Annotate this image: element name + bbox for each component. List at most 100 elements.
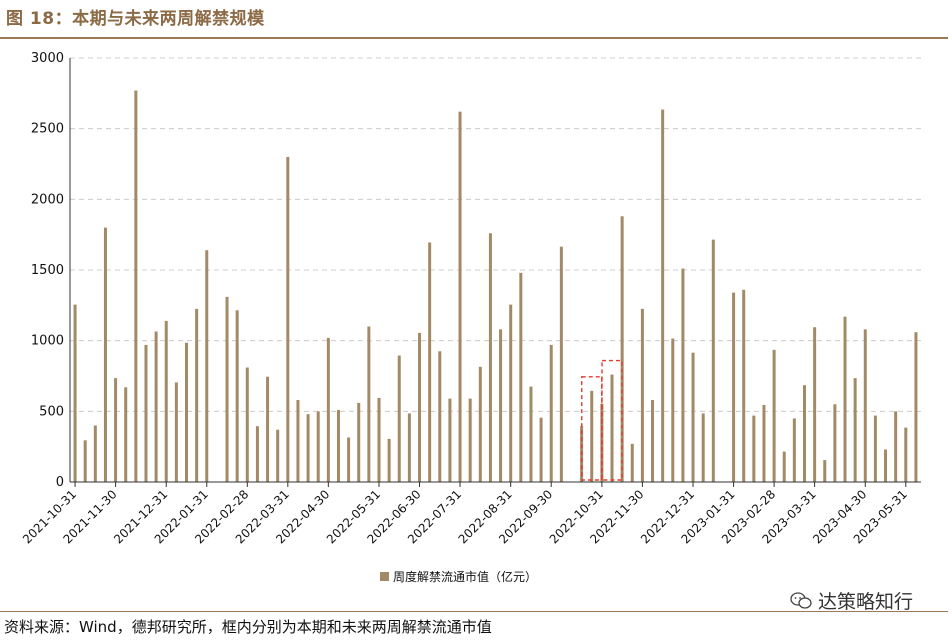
bar — [762, 404, 766, 482]
bar — [620, 216, 624, 482]
bar — [93, 425, 97, 482]
bar — [347, 437, 351, 482]
bar — [853, 378, 857, 482]
bar — [894, 411, 898, 482]
bar — [884, 449, 888, 482]
bar — [397, 355, 401, 482]
bar — [418, 332, 422, 482]
highlight-box — [601, 359, 623, 481]
bar — [904, 427, 908, 482]
bar — [154, 331, 158, 482]
bar — [316, 411, 320, 482]
bar — [863, 329, 867, 482]
bar — [336, 409, 340, 482]
bar — [488, 233, 492, 482]
bar — [752, 415, 756, 482]
bar — [813, 327, 817, 482]
y-tick-label: 1500 — [31, 263, 64, 278]
bar — [428, 242, 432, 482]
bar — [367, 326, 371, 482]
bar-chart: 0 500 1000 1500 2000 2500 3000 2021-10-312021-… — [20, 51, 921, 584]
bar — [772, 349, 776, 482]
bar — [458, 111, 462, 482]
bar — [823, 460, 827, 482]
y-tick-label: 500 — [39, 404, 64, 419]
bar — [630, 443, 634, 482]
bar — [225, 296, 229, 482]
bar — [914, 332, 918, 482]
bar — [195, 308, 199, 482]
bar — [468, 398, 472, 482]
wechat-icon — [790, 591, 812, 609]
bar — [802, 385, 806, 482]
bar — [701, 413, 705, 482]
bar — [296, 400, 300, 482]
bar — [377, 397, 381, 482]
bar — [205, 250, 209, 482]
watermark: 达策略知行 — [790, 587, 913, 614]
bar — [286, 156, 290, 482]
bar — [792, 418, 796, 482]
bar — [245, 367, 249, 482]
y-tick-label: 2000 — [31, 192, 64, 207]
bar — [478, 366, 482, 482]
bar — [651, 400, 655, 482]
y-tick-label: 0 — [56, 475, 64, 490]
title-divider — [0, 37, 948, 39]
footer-divider — [0, 611, 948, 612]
bar — [640, 308, 644, 482]
y-tick-label: 3000 — [31, 51, 64, 66]
x-axis-ticks: 2021-10-312021-11-302021-12-312022-01-31… — [20, 482, 910, 546]
bar — [529, 386, 533, 482]
bar — [519, 272, 523, 482]
bar — [144, 344, 148, 482]
bar — [438, 351, 442, 482]
bar — [357, 402, 361, 482]
bar — [326, 337, 330, 482]
bar — [691, 352, 695, 482]
bar — [499, 329, 503, 482]
bar — [407, 413, 411, 482]
bar — [448, 398, 452, 482]
bar — [661, 109, 665, 482]
bar — [114, 378, 118, 482]
bar — [276, 429, 280, 482]
bar — [610, 374, 614, 482]
y-tick-label: 1000 — [31, 334, 64, 349]
bar — [387, 438, 391, 482]
chart-title: 图 18：本期与未来两周解禁规模 — [6, 9, 265, 29]
bar — [174, 382, 178, 482]
bar — [671, 338, 675, 482]
bar — [306, 414, 310, 482]
bar — [103, 227, 107, 482]
bar — [559, 246, 563, 482]
bar — [235, 310, 239, 482]
bar — [843, 316, 847, 482]
legend-label: 周度解禁流通市值（亿元） — [393, 569, 537, 584]
bar — [83, 440, 87, 482]
bar-series — [73, 90, 918, 483]
bar — [255, 426, 259, 482]
bar — [732, 292, 736, 482]
bar — [134, 90, 138, 483]
bar — [164, 320, 168, 482]
y-tick-label: 2500 — [31, 122, 64, 137]
y-axis-ticks: 0 500 1000 1500 2000 2500 3000 — [31, 51, 64, 490]
bar — [539, 417, 543, 482]
bar — [509, 304, 513, 482]
gridlines — [70, 57, 921, 412]
bar — [124, 387, 128, 482]
bar — [185, 342, 189, 482]
legend-swatch — [380, 572, 389, 581]
bar — [590, 390, 594, 482]
source-note: 资料来源：Wind，德邦研究所，框内分别为本期和未来两周解禁流通市值 — [4, 618, 492, 636]
bar — [681, 268, 685, 482]
bar — [742, 289, 746, 482]
legend: 周度解禁流通市值（亿元） — [380, 569, 537, 584]
highlight-boxes — [581, 359, 623, 481]
bar — [833, 404, 837, 482]
bar — [873, 415, 877, 482]
bar — [782, 451, 786, 482]
bar — [266, 376, 270, 482]
bar — [549, 344, 553, 482]
